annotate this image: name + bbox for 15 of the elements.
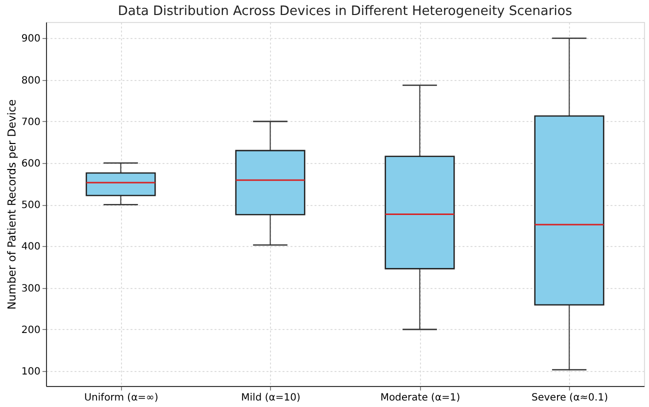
x-tick-label: Uniform (α=∞) xyxy=(84,392,158,404)
x-tick-label: Severe (α≈0.1) xyxy=(532,392,608,404)
x-tick-label: Mild (α=10) xyxy=(241,392,300,404)
y-axis-title: Number of Patient Records per Device xyxy=(5,99,18,310)
y-tick-label: 700 xyxy=(21,116,40,128)
y-tick-label: 600 xyxy=(21,158,40,170)
y-tick-label: 500 xyxy=(21,200,40,212)
y-tick-label: 400 xyxy=(21,242,40,253)
y-tick-label: 100 xyxy=(21,366,40,378)
y-tick-label: 200 xyxy=(21,324,40,336)
x-tick-label: Moderate (α=1) xyxy=(380,392,460,404)
y-tick-label: 300 xyxy=(21,283,40,294)
chart-title: Data Distribution Across Devices in Different Heterogeneity Scenarios xyxy=(118,4,572,19)
y-tick-label: 800 xyxy=(21,75,40,86)
y-tick-label: 900 xyxy=(21,34,40,45)
